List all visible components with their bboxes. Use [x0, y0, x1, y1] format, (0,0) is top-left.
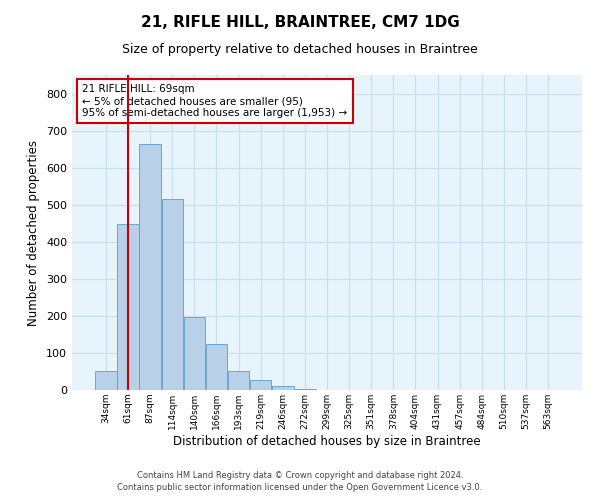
- Text: 21 RIFLE HILL: 69sqm
← 5% of detached houses are smaller (95)
95% of semi-detach: 21 RIFLE HILL: 69sqm ← 5% of detached ho…: [82, 84, 347, 117]
- X-axis label: Distribution of detached houses by size in Braintree: Distribution of detached houses by size …: [173, 434, 481, 448]
- Y-axis label: Number of detached properties: Number of detached properties: [28, 140, 40, 326]
- Text: Contains HM Land Registry data © Crown copyright and database right 2024.: Contains HM Land Registry data © Crown c…: [137, 471, 463, 480]
- Bar: [228, 371, 249, 390]
- Text: 21, RIFLE HILL, BRAINTREE, CM7 1DG: 21, RIFLE HILL, BRAINTREE, CM7 1DG: [140, 15, 460, 30]
- Bar: [184, 317, 205, 390]
- Text: Size of property relative to detached houses in Braintree: Size of property relative to detached ho…: [122, 42, 478, 56]
- Bar: [161, 199, 183, 390]
- Text: Contains public sector information licensed under the Open Government Licence v3: Contains public sector information licen…: [118, 484, 482, 492]
- Bar: [139, 144, 161, 390]
- Bar: [206, 344, 227, 390]
- Bar: [272, 386, 293, 390]
- Bar: [95, 372, 116, 390]
- Bar: [117, 224, 139, 390]
- Bar: [294, 389, 316, 390]
- Bar: [250, 380, 271, 390]
